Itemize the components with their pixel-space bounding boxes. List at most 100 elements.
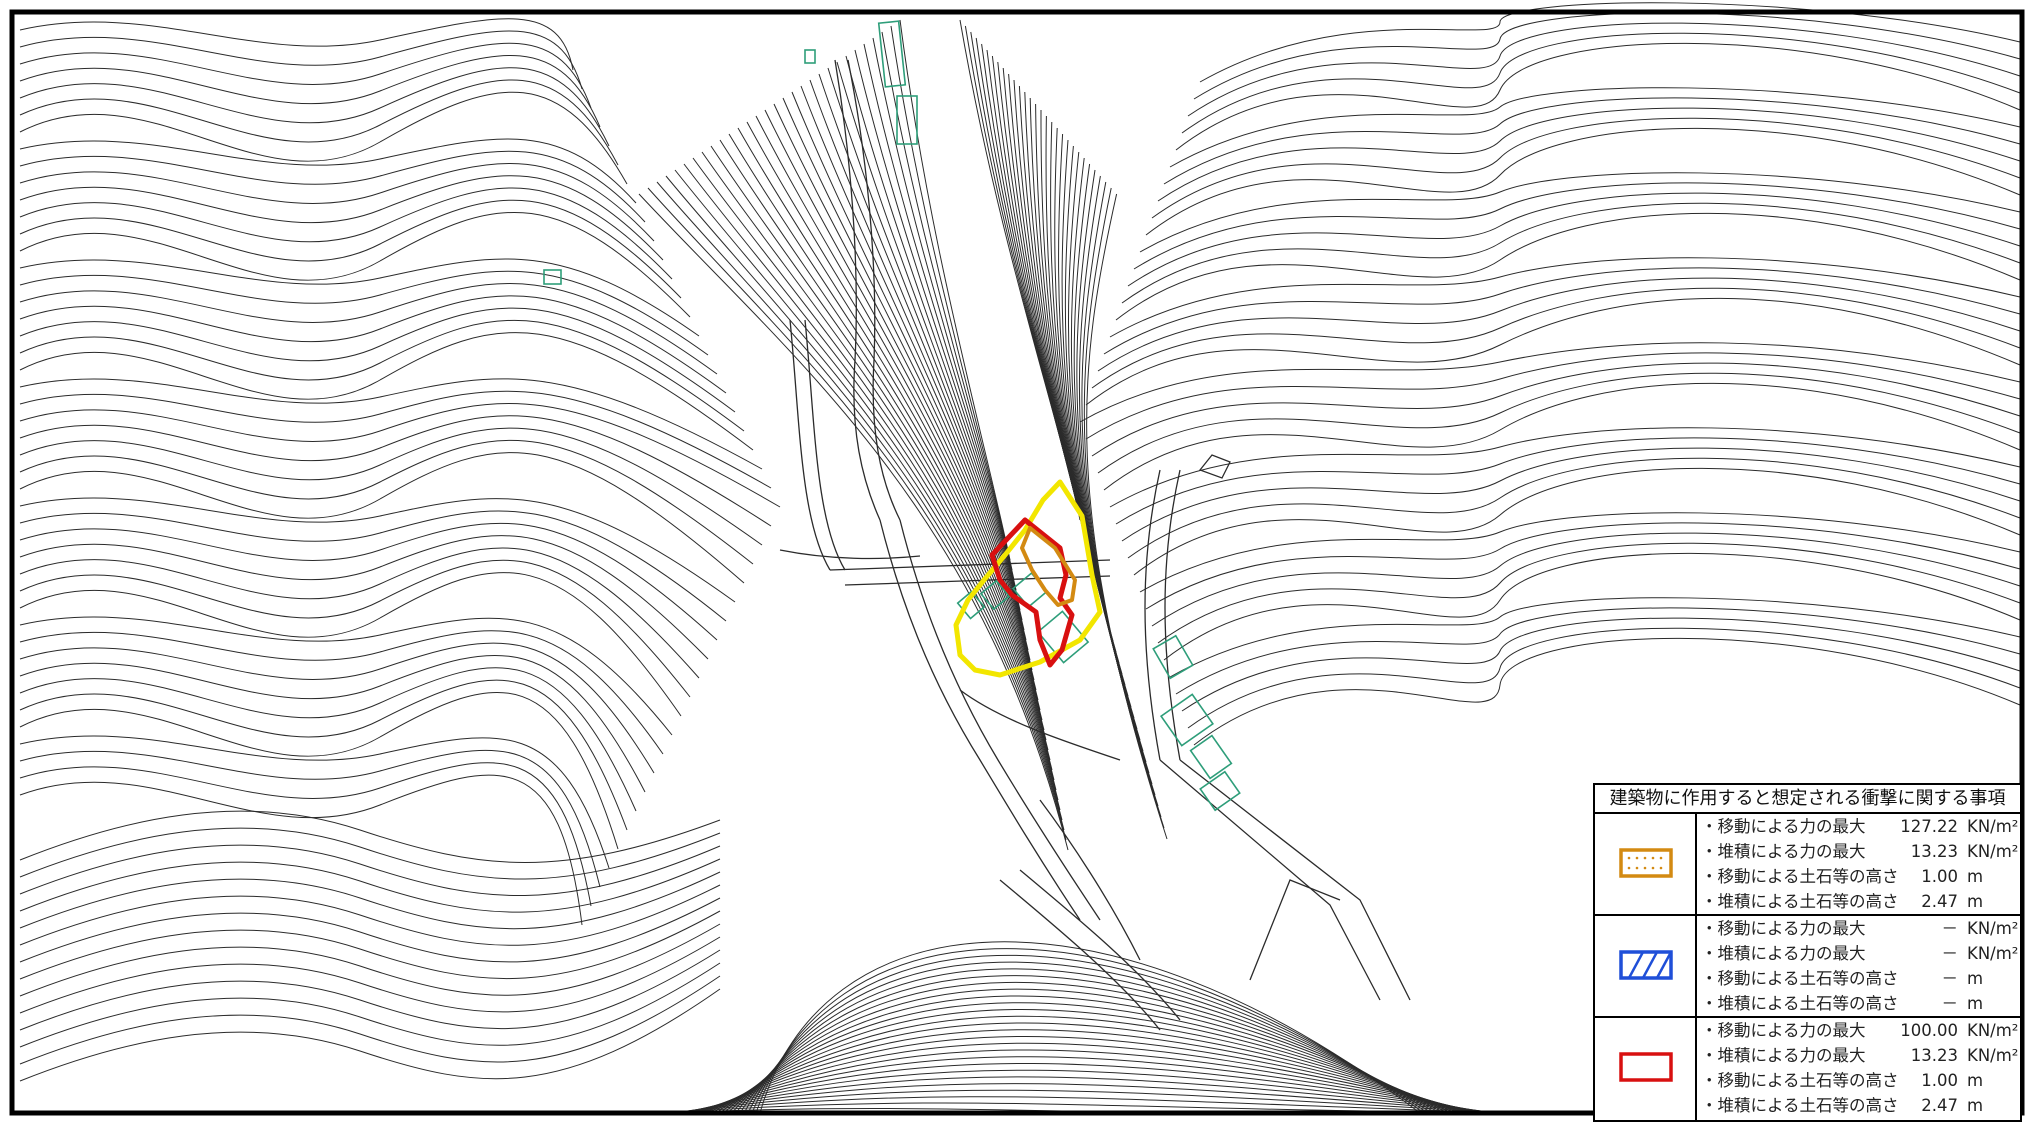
contour-line <box>19 497 736 603</box>
legend-row-label: ・堆積による力の最大 <box>1701 842 1866 861</box>
building <box>1199 770 1241 812</box>
contour-line <box>809 79 1031 661</box>
legend-row-label: ・移動による力の最大 <box>1701 1021 1866 1040</box>
legend-row-label: ・移動による力の最大 <box>1701 919 1866 938</box>
legend-row: ・堆積による力の最大 13.23 KN/m² <box>1699 839 2020 864</box>
contour-line <box>764 109 1041 711</box>
contour-line <box>19 547 700 679</box>
contour-line <box>19 559 691 698</box>
legend-row: ・堆積による土石等の高さ 2.47 m <box>1699 889 2020 914</box>
contour-line <box>638 193 1069 851</box>
contour-line <box>19 390 772 489</box>
contour-line <box>1169 87 2021 168</box>
contour-line <box>1103 267 2021 355</box>
map-border <box>9 9 2025 1116</box>
contour-line <box>19 283 718 375</box>
legend-row-unit: m <box>1967 892 1984 911</box>
contour-line <box>19 871 721 930</box>
contour-line <box>19 18 574 71</box>
contour-line <box>1145 127 2021 236</box>
contour-line <box>1109 257 2021 338</box>
contour-line <box>719 1008 1461 1114</box>
orange-dotted-rect-icon <box>1619 848 1673 878</box>
contour-line <box>1163 552 2021 661</box>
contour-line <box>1079 342 2021 423</box>
contour-line <box>19 810 721 863</box>
contour-line <box>19 749 601 888</box>
contour-line <box>818 73 1029 651</box>
contour-line <box>739 975 1441 1114</box>
contour-line <box>755 948 1425 1114</box>
contour-line <box>19 923 721 997</box>
contour-line <box>19 936 721 1014</box>
building <box>979 579 1011 611</box>
building <box>1189 734 1233 780</box>
legend-row-unit: KN/m² <box>1967 1021 2019 1040</box>
contour-line <box>899 19 1011 561</box>
legend-row: ・移動による土石等の高さ － m <box>1699 966 2020 991</box>
contour-line <box>711 1022 1469 1114</box>
contour-line <box>1187 627 2021 729</box>
legend-row: ・移動による力の最大 127.22 KN/m² <box>1699 814 2020 839</box>
legend-swatch-cell <box>1595 916 1697 1016</box>
legend-row-label: ・移動による力の最大 <box>1701 817 1866 836</box>
contour-line <box>699 1042 1481 1114</box>
contour-line <box>19 79 619 166</box>
contour-line <box>715 1015 1465 1114</box>
contour-line <box>19 735 610 869</box>
contour-line <box>728 133 1049 751</box>
contour-line <box>800 85 1033 671</box>
contour-line <box>731 988 1449 1114</box>
contour-line <box>19 910 721 980</box>
contour-line <box>19 307 736 413</box>
contour-line <box>19 199 682 299</box>
contour-line <box>723 1002 1457 1114</box>
contour-line <box>19 897 721 963</box>
contour-line <box>19 258 700 337</box>
contour-line <box>19 535 709 660</box>
contour-line <box>19 522 718 641</box>
contour-line <box>683 1069 1497 1114</box>
legend-group-blue: ・移動による力の最大 － KN/m² ・堆積による力の最大 － KN/m² ・移動による… <box>1595 916 2020 1018</box>
contour-line <box>854 49 1021 611</box>
red-outline-rect-icon <box>1619 1052 1673 1082</box>
orange-hazard-zone <box>1020 526 1077 607</box>
legend-row-value: 1.00 <box>1921 867 1958 886</box>
contour-line <box>1139 172 2021 253</box>
contour-line <box>1175 42 2021 151</box>
legend-row-unit: KN/m² <box>1967 944 2019 963</box>
legend-group-red: ・移動による力の最大 100.00 KN/m² ・堆積による力の最大 13.23 KN/… <box>1595 1018 2020 1120</box>
contour-line <box>691 1056 1489 1114</box>
contour-line <box>19 67 610 147</box>
legend-row-label: ・堆積による土石等の高さ <box>1701 994 1899 1013</box>
contour-line <box>19 54 601 128</box>
red-hazard-zone <box>989 517 1075 668</box>
legend-row-value: 100.00 <box>1900 1021 1958 1040</box>
contour-line <box>19 175 664 261</box>
contour-line <box>1133 467 2021 576</box>
contour-line <box>19 427 763 546</box>
contour-line <box>727 995 1453 1114</box>
contour-line <box>19 667 637 812</box>
contour-line <box>19 655 646 793</box>
contour-line <box>1181 617 2021 712</box>
contour-line <box>1175 607 2021 695</box>
legend-row-unit: KN/m² <box>1967 842 2019 861</box>
legend-row-unit: m <box>1967 1071 1984 1090</box>
contour-line <box>743 968 1437 1114</box>
contour-line <box>19 510 727 622</box>
contour-line <box>881 31 1015 581</box>
contour-line <box>695 1049 1485 1114</box>
legend-row-value: － <box>1941 944 1959 963</box>
contour-line <box>671 1089 1509 1114</box>
legend-row: ・堆積による力の最大 13.23 KN/m² <box>1699 1043 2020 1068</box>
contour-line <box>19 572 682 717</box>
contour-line <box>735 981 1445 1114</box>
contour-line <box>872 37 1017 591</box>
contour-line <box>1085 352 2021 440</box>
legend-row-value: － <box>1941 994 1959 1013</box>
contour-line <box>19 630 664 755</box>
contour-line <box>19 827 721 880</box>
legend-row-label: ・移動による土石等の高さ <box>1701 867 1899 886</box>
legend-row-label: ・堆積による土石等の高さ <box>1701 1096 1899 1115</box>
